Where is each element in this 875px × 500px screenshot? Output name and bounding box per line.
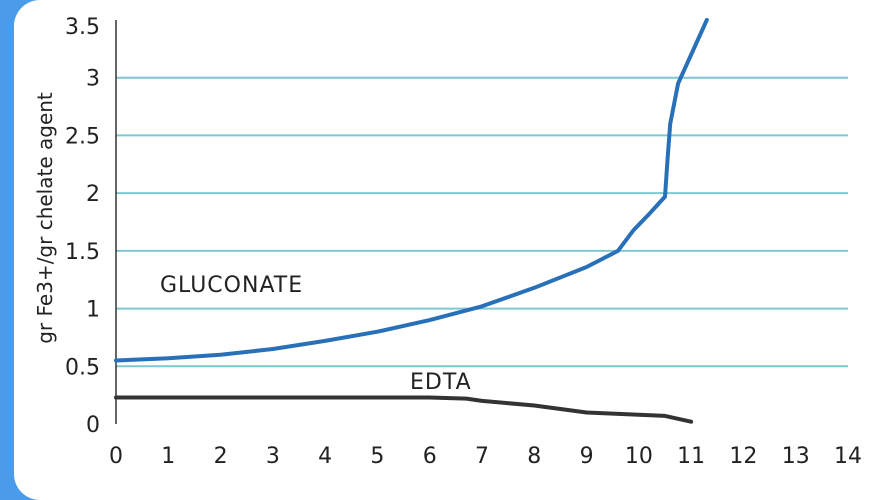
- x-tick-label-4: 4: [318, 444, 332, 465]
- x-tick-label-2: 2: [214, 444, 228, 465]
- text-layer: 00.511.522.533.50 1 2 3 4 5 6 7 8 9 10 11 12 13 14GLUC…: [65, 15, 862, 465]
- x-tick-label-13: 13: [782, 444, 810, 465]
- series-label-edta: EDTA: [410, 370, 472, 395]
- y-axis-label: gr Fe3+/gr chelate agent: [33, 92, 57, 344]
- x-tick-label-3: 3: [266, 444, 280, 465]
- y-tick-label-5: 2.5: [65, 124, 100, 149]
- y-tick-label-0: 0: [86, 413, 100, 438]
- x-tick-label-8: 8: [527, 444, 541, 465]
- series-line-gluconate: [114, 18, 709, 363]
- x-tick-label-7: 7: [475, 444, 489, 465]
- y-tick-label-3: 1.5: [65, 240, 100, 265]
- chart-svg: 00.511.522.533.50 1 2 3 4 5 6 7 8 9 10 11 12 13 14GLUC…: [33, 15, 862, 465]
- y-tick-label-4: 2: [86, 182, 100, 207]
- grid-layer: [116, 76, 848, 368]
- y-tick-label-6: 3: [86, 67, 100, 92]
- x-tick-label-11: 11: [677, 444, 705, 465]
- series-label-gluconate: GLUCONATE: [160, 273, 303, 298]
- x-tick-label-14: 14: [834, 444, 862, 465]
- x-tick-label-0: 0: [109, 444, 123, 465]
- x-tick-label-5: 5: [370, 444, 384, 465]
- x-tick-label-12: 12: [729, 444, 757, 465]
- x-tick-label-6: 6: [423, 444, 437, 465]
- series-line-edta: [114, 395, 694, 424]
- y-tick-label-2: 1: [86, 298, 100, 323]
- x-tick-label-9: 9: [580, 444, 594, 465]
- y-tick-label-7: 3.5: [65, 15, 100, 40]
- y-tick-label-1: 0.5: [65, 355, 100, 380]
- x-tick-label-10: 10: [625, 444, 653, 465]
- series-layer: [114, 18, 709, 424]
- x-tick-label-1: 1: [161, 444, 175, 465]
